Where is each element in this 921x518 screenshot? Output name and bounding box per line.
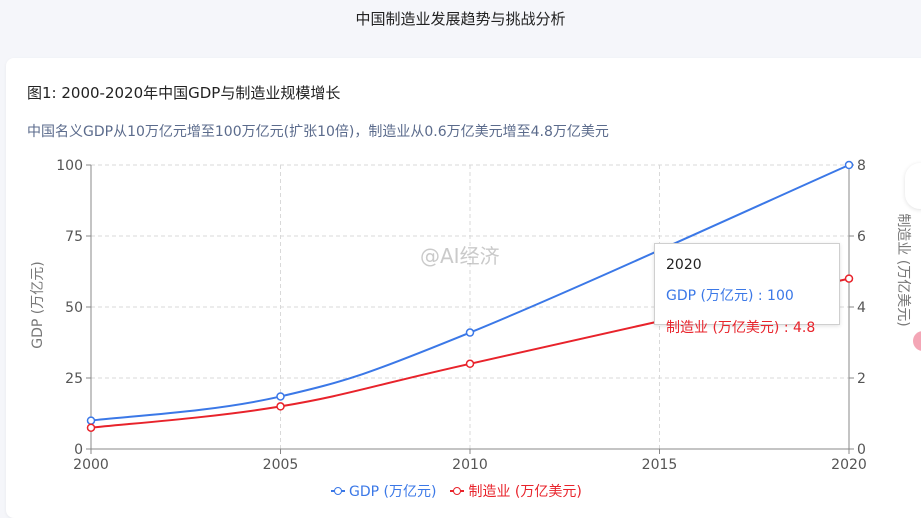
y-tick-label-right: 8 [857,158,866,174]
figure-title: 图1: 2000-2020年中国GDP与制造业规模增长 [27,84,341,102]
x-tick-label: 2015 [642,457,678,473]
y-tick-label-left: 100 [56,158,83,174]
tooltip-mfg-value: 制造业 (万亿美元) : 4.8 [666,320,816,336]
x-tick-label: 2005 [263,457,299,473]
x-tick-label: 2020 [831,457,867,473]
legend-label-gdp: GDP (万亿元) [349,484,437,500]
y-tick-label-right: 4 [857,300,866,316]
y-tick-label-right: 0 [857,442,866,458]
data-point-gdp [844,160,854,170]
y-tick-label-left: 25 [65,371,83,387]
legend-item-manufacturing[interactable]: 制造业 (万亿美元) [450,481,582,501]
x-tick-label: 2000 [73,457,109,473]
data-point-gdp [86,416,96,425]
data-point-manufacturing [844,274,854,283]
y-tick-label-right: 6 [857,229,866,245]
watermark: @AI经济 [420,244,500,268]
y-axis-title-right: 制造业 (万亿美元) [895,213,911,326]
line-chart: 0 25 50 75 100 0 2 4 6 8 2000 2005 2010 2015 2020 GDP (… [30,158,911,473]
data-point-gdp [465,328,475,337]
y-tick-label-left: 0 [74,442,83,458]
side-panel-handle[interactable] [905,163,921,209]
data-point-gdp [276,392,285,401]
legend-line-icon [331,486,345,496]
y-tick-label-left: 75 [65,229,83,245]
data-point-manufacturing [276,402,285,411]
series-line-gdp [90,164,850,422]
figure-subtitle: 中国名义GDP从10万亿元增至100万亿元(扩张10倍)，制造业从0.6万亿美元… [27,124,609,140]
tooltip-gdp-value: GDP (万亿元) : 100 [666,288,794,304]
x-tick-label: 2010 [452,457,488,473]
legend-line-icon [450,486,465,496]
y-tick-label-right: 2 [857,371,866,387]
side-floating-button[interactable] [913,331,921,351]
tooltip-title: 2020 [666,257,702,273]
y-tick-label-left: 50 [65,300,83,316]
chart-legend: GDP (万亿元) 制造业 (万亿美元) [331,481,582,501]
page-title: 中国制造业发展趋势与挑战分析 [355,10,566,28]
legend-label-manufacturing: 制造业 (万亿美元) [468,484,582,500]
data-point-manufacturing [465,359,475,369]
legend-item-gdp[interactable]: GDP (万亿元) [331,481,436,501]
y-axis-title-left: GDP (万亿元) [30,261,46,348]
data-point-manufacturing [86,423,96,432]
chart-tooltip: 2020 GDP (万亿元) : 100 制造业 (万亿美元) : 4.8 [654,243,840,336]
